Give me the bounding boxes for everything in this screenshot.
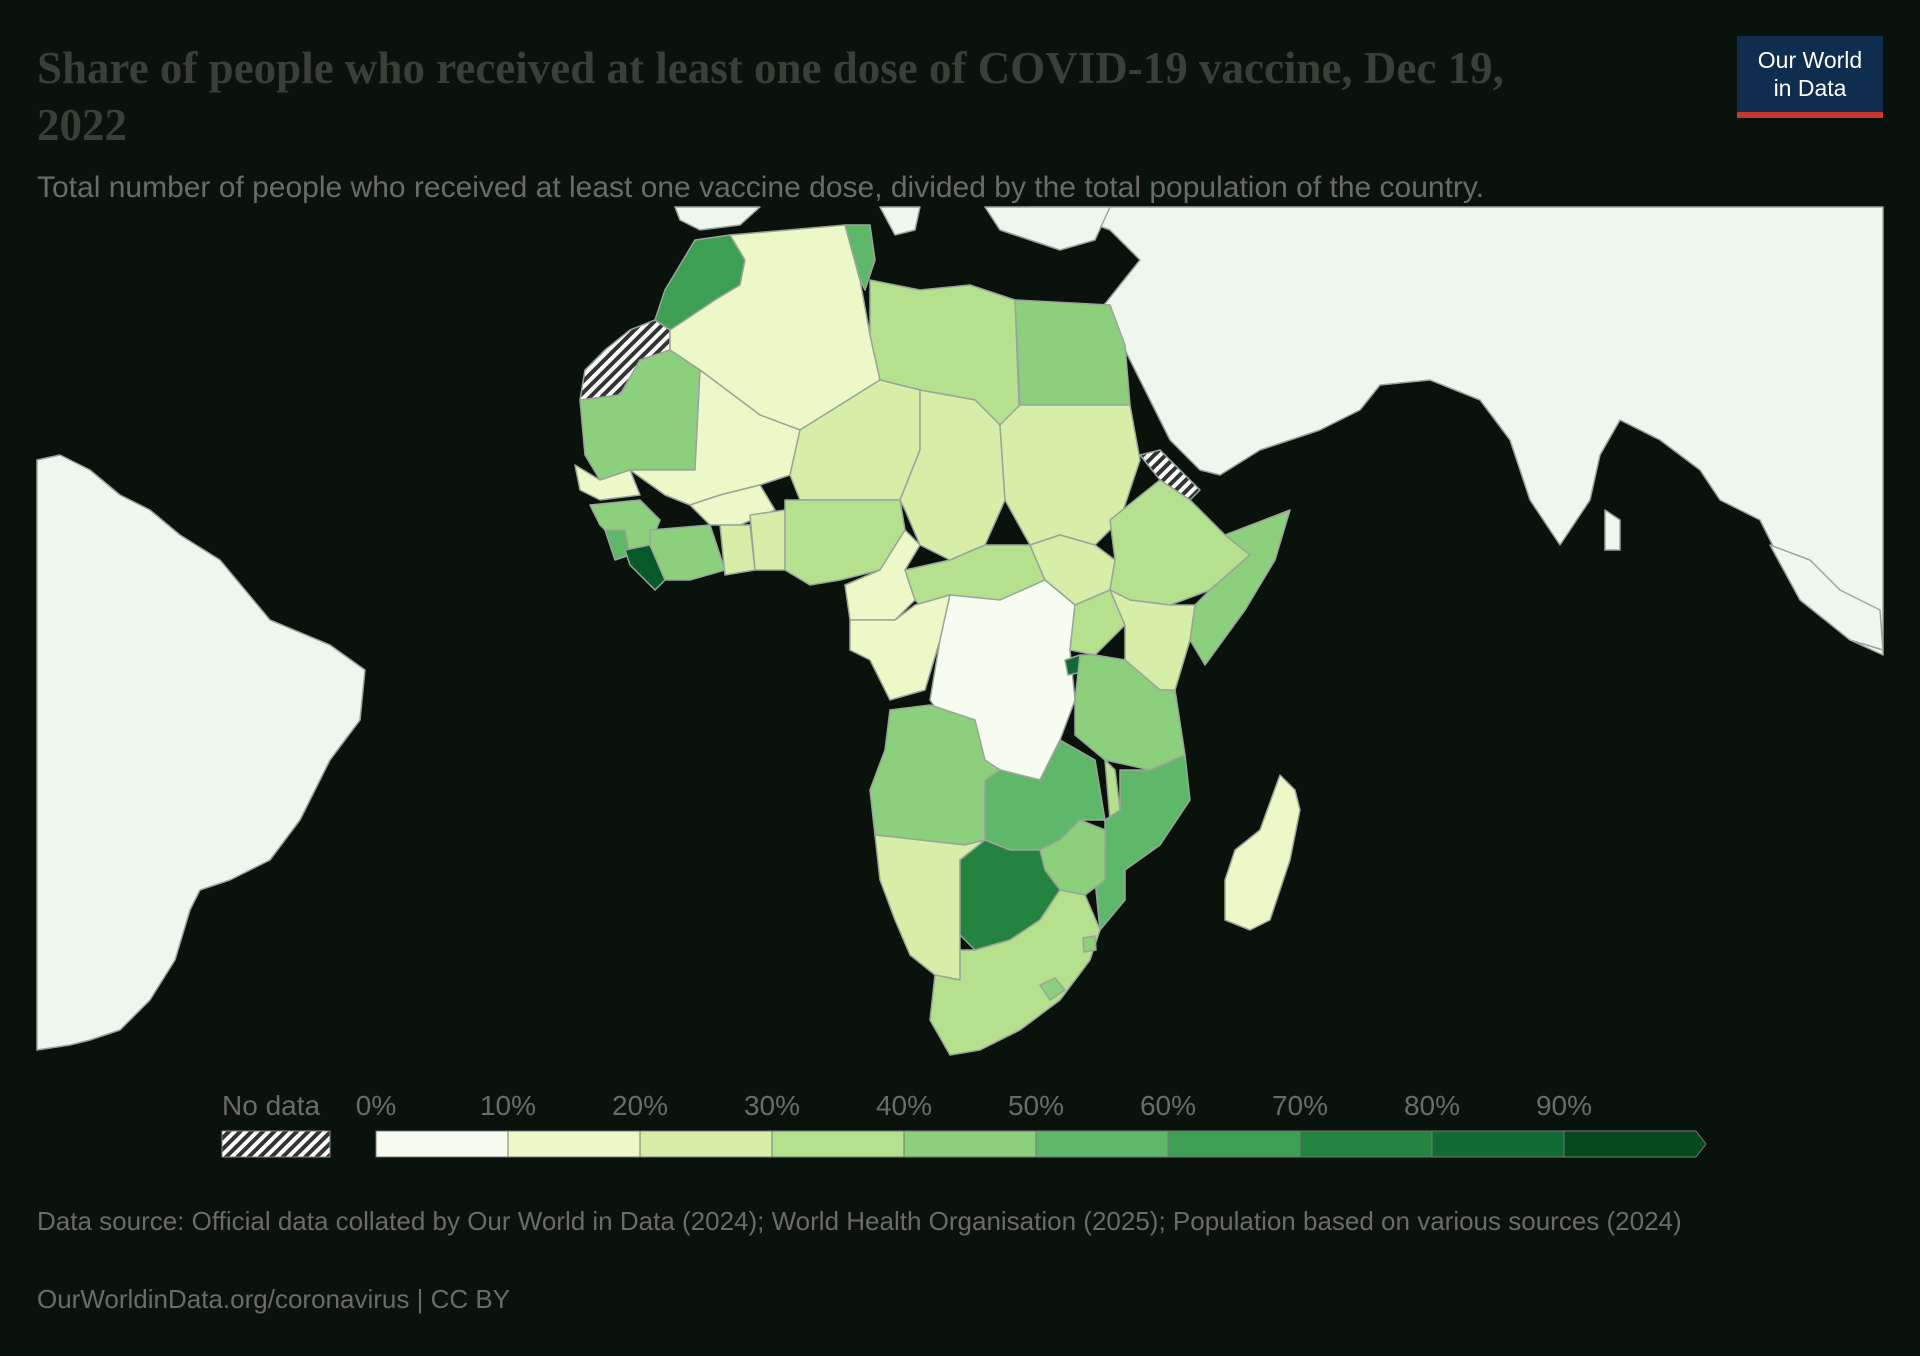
data-source-note: Data source: Official data collated by O…: [37, 1206, 1682, 1236]
region-southeast-asia[interactable]: [1769, 544, 1884, 651]
legend-bin-label: 80%: [1403, 1090, 1461, 1121]
legend-bin-label: 10%: [479, 1090, 537, 1121]
legend-no-data-label: No data: [222, 1090, 321, 1121]
chart-subtitle: Total number of people who received at l…: [37, 171, 1485, 204]
region-europe[interactable]: [674, 206, 1111, 251]
country-liberia[interactable]: [624, 544, 666, 591]
license-link[interactable]: CC BY: [430, 1284, 511, 1314]
country-senegal[interactable]: [574, 464, 641, 501]
legend-bin-label: 70%: [1271, 1090, 1329, 1121]
country-togo-benin[interactable]: [749, 509, 786, 571]
owid-logo[interactable]: Our World in Data: [1737, 36, 1883, 118]
country-south-america[interactable]: [36, 454, 366, 1051]
footer-separator: |: [416, 1284, 431, 1314]
legend-bin-label: 40%: [875, 1090, 933, 1121]
source-url-link[interactable]: OurWorldinData.org/coronavirus: [37, 1284, 410, 1314]
country-gabon-congo[interactable]: [849, 594, 951, 701]
country-somalia[interactable]: [1189, 509, 1291, 666]
country-ivory-coast[interactable]: [649, 524, 726, 581]
footer-links: OurWorldinData.org/coronavirus | CC BY: [37, 1284, 510, 1315]
country-egypt[interactable]: [1014, 299, 1131, 406]
country-sri-lanka[interactable]: [1604, 509, 1621, 551]
chart-title: Share of people who received at least on…: [37, 43, 1504, 150]
legend-bin-label: 0%: [355, 1090, 397, 1121]
legend-bin-label: 20%: [611, 1090, 669, 1121]
country-eswatini[interactable]: [1082, 935, 1097, 953]
legend-bin-label: 30%: [743, 1090, 801, 1121]
legend-bin-label: 50%: [1007, 1090, 1065, 1121]
map-layer: [36, 206, 1884, 1056]
country-mozambique[interactable]: [1094, 754, 1191, 931]
country-tunisia[interactable]: [844, 224, 876, 291]
legend-bin-label: 90%: [1535, 1090, 1593, 1121]
country-ghana[interactable]: [719, 524, 756, 576]
logo-line2: in Data: [1773, 75, 1847, 101]
country-lesotho[interactable]: [1039, 977, 1066, 1001]
country-eritrea[interactable]: [1139, 449, 1201, 501]
country-madagascar[interactable]: [1224, 774, 1301, 931]
country-south-africa[interactable]: [929, 889, 1101, 1056]
logo-line1: Our World: [1757, 47, 1863, 73]
country-uganda[interactable]: [1069, 589, 1126, 656]
legend-bin-label: 60%: [1139, 1090, 1197, 1121]
